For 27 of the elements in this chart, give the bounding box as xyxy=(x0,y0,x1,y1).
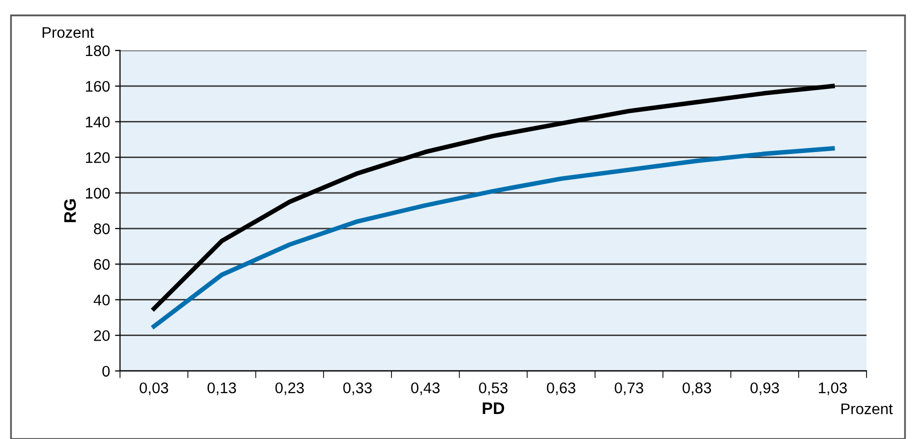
x-tick-label: 0,33 xyxy=(343,382,372,396)
x-tick-label: 0,43 xyxy=(411,382,440,396)
y-tick-label: 160 xyxy=(86,80,110,92)
x-tick-label: 0,23 xyxy=(275,382,304,396)
y-tick-label: 0 xyxy=(102,366,110,377)
y-tick-label: 180 xyxy=(86,45,110,56)
y-tick-label: 140 xyxy=(86,116,110,128)
text: Prozent xyxy=(42,27,94,38)
x-tick-label: 0,13 xyxy=(208,382,236,396)
y-tick-label: 100 xyxy=(86,188,110,199)
y-tick-label: 20 xyxy=(94,330,110,342)
y-tick-label: 120 xyxy=(86,152,110,163)
x-tick-label: 0,03 xyxy=(140,382,168,396)
x-axis-title: PD xyxy=(482,402,504,414)
y-tick-label: 40 xyxy=(94,294,110,306)
x-tick-label: 0,83 xyxy=(682,382,712,396)
y-tick-label: 80 xyxy=(94,223,110,234)
x-tick-label: 0,63 xyxy=(546,382,576,396)
x-tick-label: 1,03 xyxy=(818,382,847,396)
x-tick-label: 0,93 xyxy=(750,382,779,396)
y-axis-title: RG xyxy=(64,199,76,222)
line-series xyxy=(152,84,835,311)
x-tick-label: 0,73 xyxy=(614,382,644,396)
x-tick-label: 0,53 xyxy=(478,382,508,396)
line-series xyxy=(152,146,835,329)
text: Prozent xyxy=(841,404,893,414)
y-tick-label: 60 xyxy=(94,259,110,270)
